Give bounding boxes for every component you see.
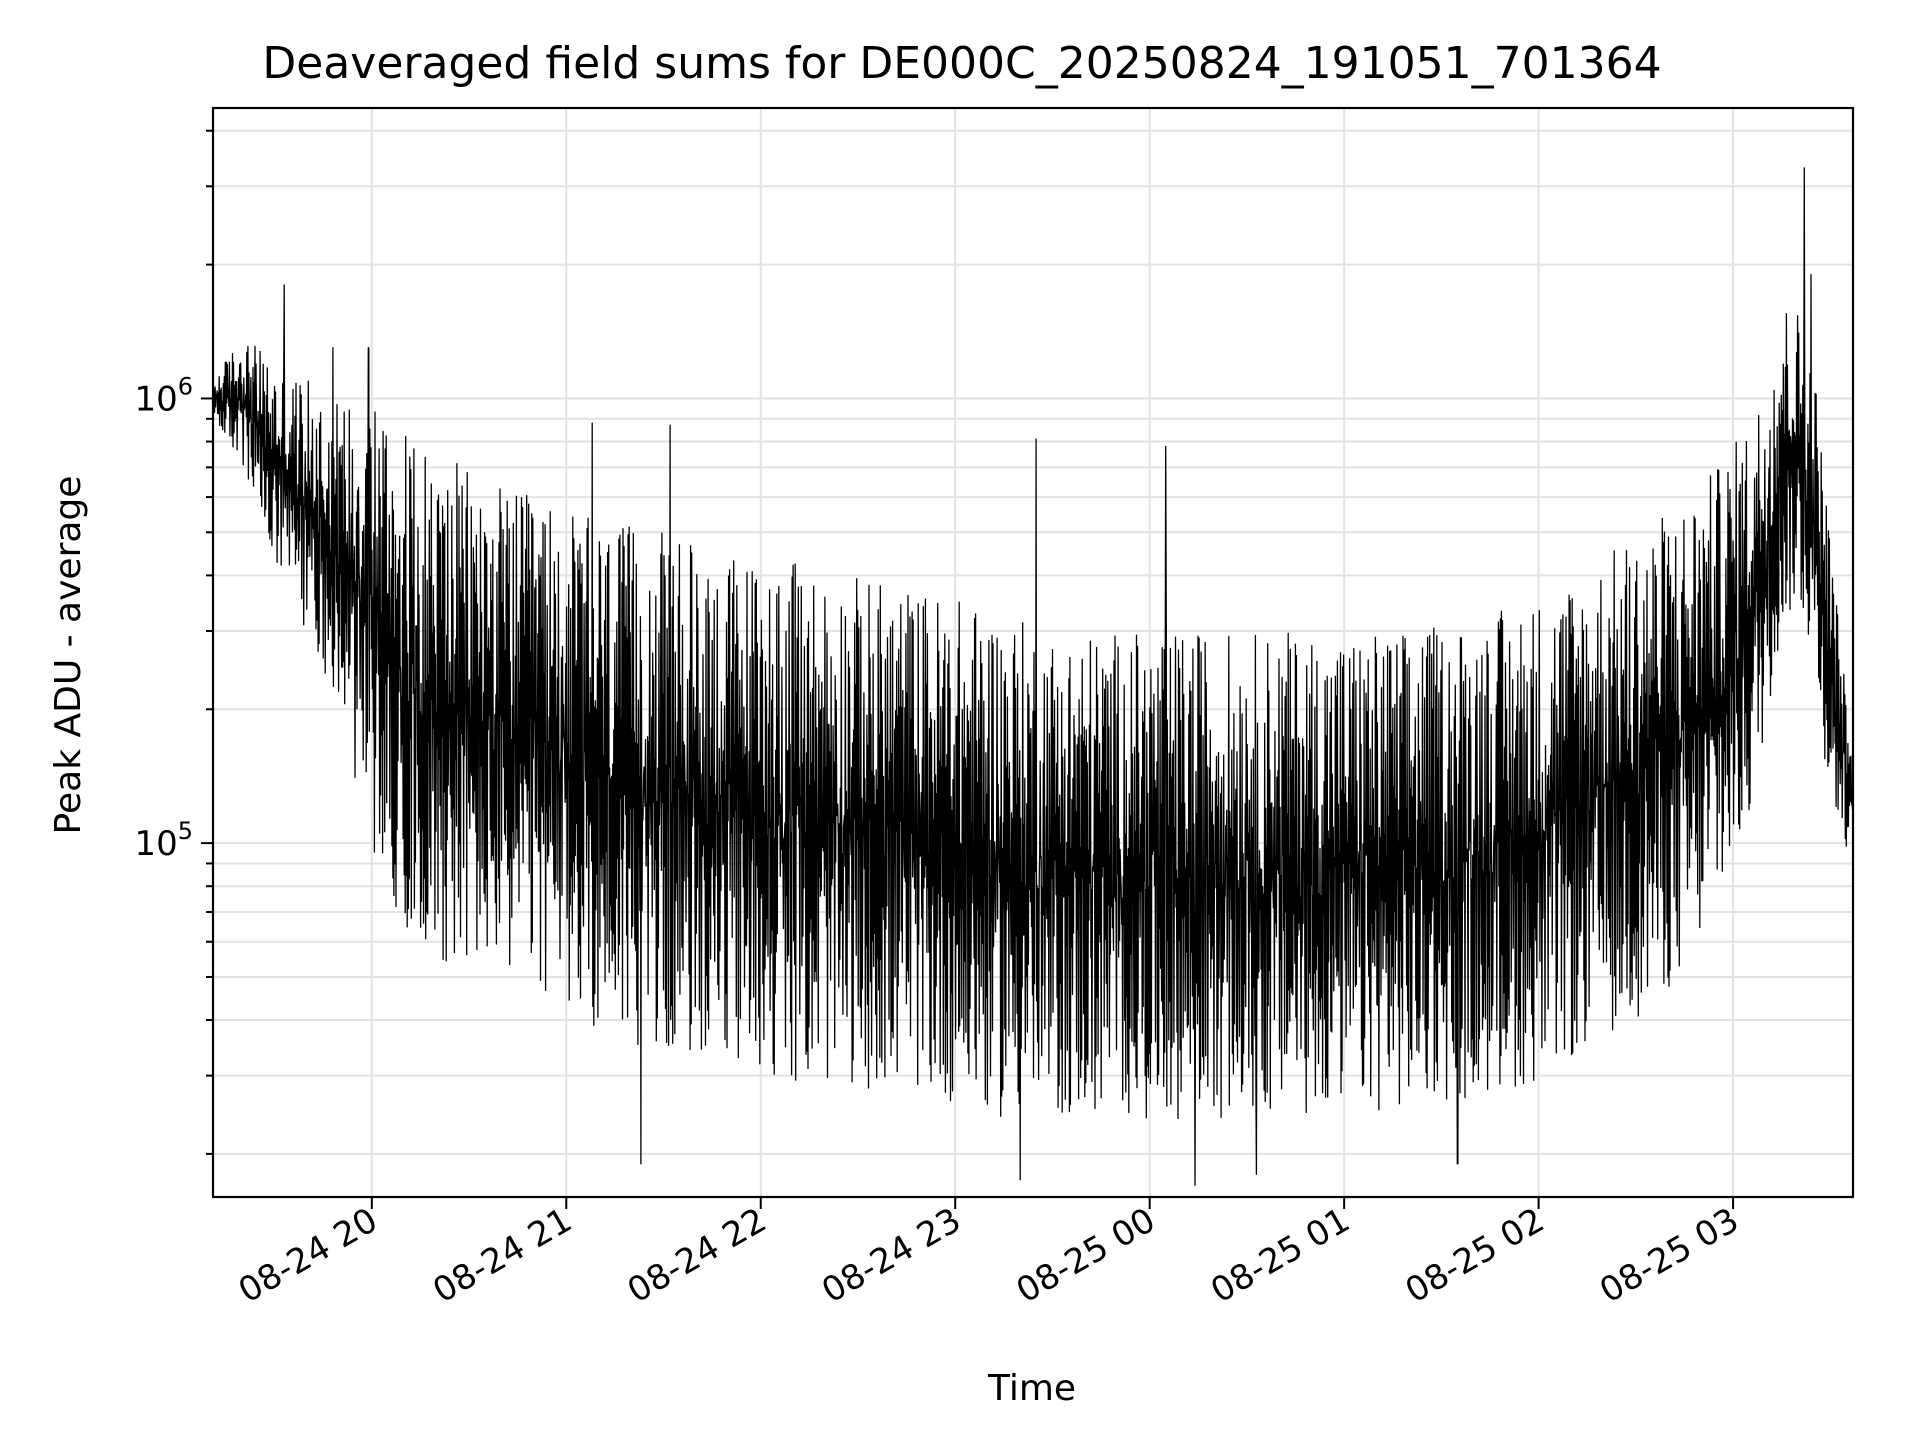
series-line [212,167,1854,1186]
y-tick-label: 106 [134,372,193,419]
y-tick-label: 105 [134,817,193,864]
plot-frame [211,106,1855,1199]
y-axis: 105 106 [134,129,213,1155]
x-axis-label: Time [987,1368,1076,1409]
y-axis-label: Peak ADU - average [48,476,89,835]
series-layer [212,167,1854,1186]
chart-title: Deaveraged field sums for DE000C_2025082… [262,38,1661,89]
